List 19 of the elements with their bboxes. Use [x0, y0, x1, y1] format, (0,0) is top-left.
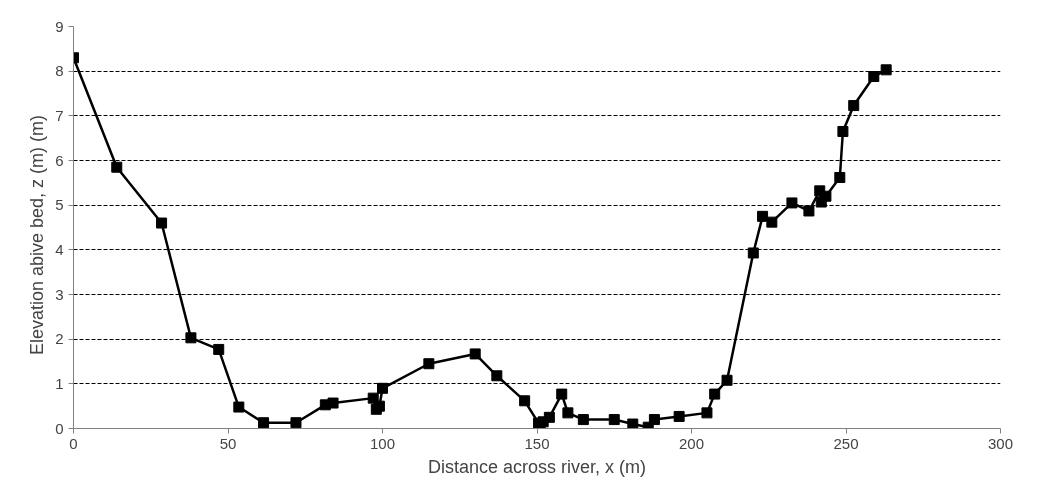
y-tick-label: 2: [55, 330, 64, 348]
y-axis-title: Elevation abive bed, z (m) (m): [27, 114, 48, 356]
y-tick-label: 3: [55, 285, 64, 303]
x-tick-label: 300: [987, 434, 1014, 452]
y-tick-label: 9: [55, 17, 64, 35]
x-tick-label: 100: [369, 434, 396, 452]
y-tick-label: 1: [55, 374, 64, 392]
x-tick-label: 200: [678, 434, 705, 452]
y-tick-label: 8: [55, 62, 64, 80]
y-tick-label: 6: [55, 151, 64, 169]
x-tick-label: 150: [524, 434, 550, 452]
x-tick-label: 250: [833, 434, 859, 452]
x-tick-label: 50: [219, 434, 237, 452]
y-tick-label: 5: [55, 196, 64, 214]
y-tick-label: 4: [55, 240, 64, 258]
x-tick-label: 0: [69, 434, 78, 452]
y-tick-label: 7: [55, 106, 64, 124]
y-tick-label: 0: [55, 419, 64, 437]
x-axis-title: Distance across river, x (m): [427, 456, 647, 477]
